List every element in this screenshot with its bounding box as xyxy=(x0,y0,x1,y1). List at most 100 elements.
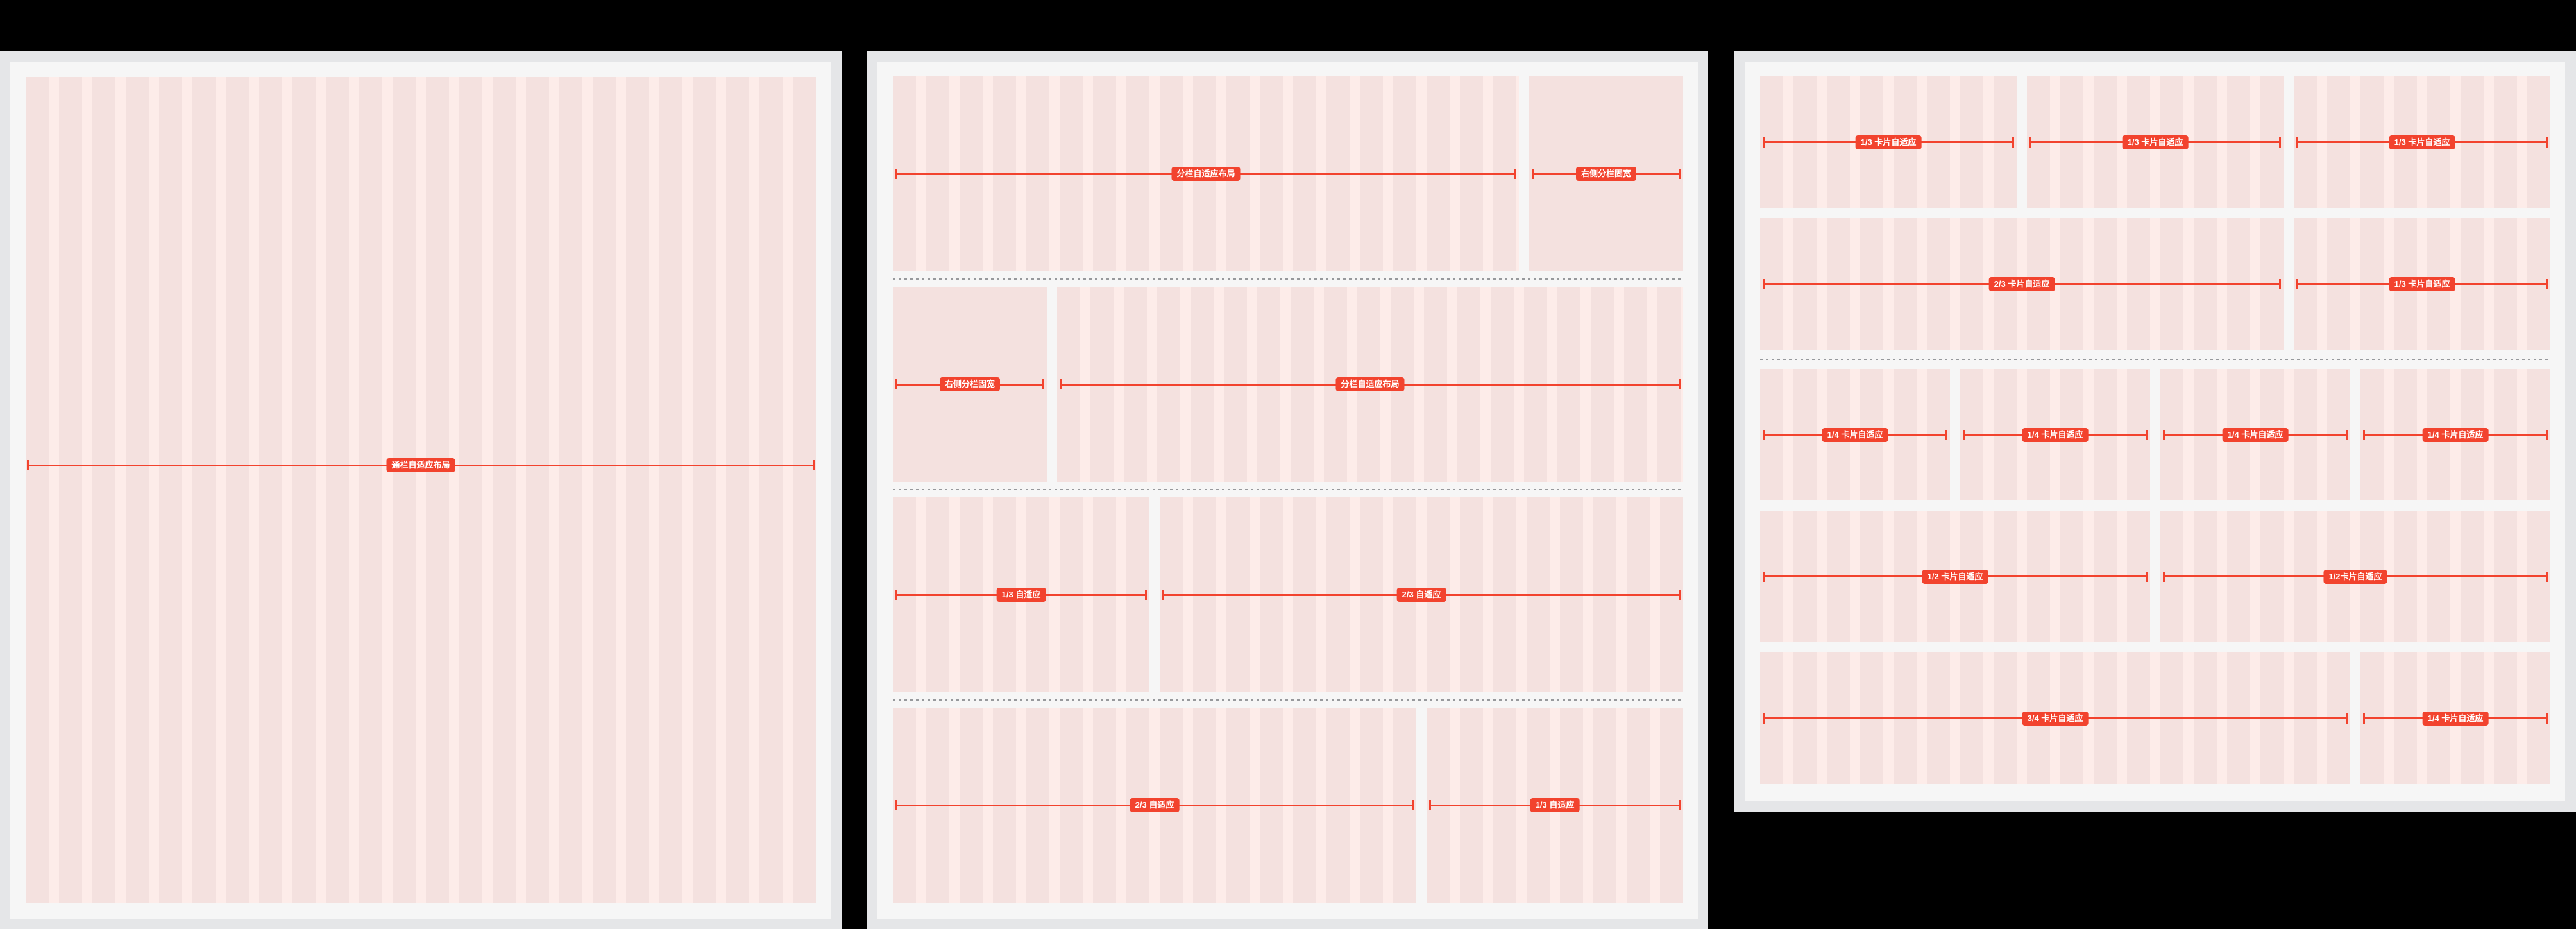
measure-tick-right-icon xyxy=(2546,713,2548,724)
measure-tick-right-icon xyxy=(2546,571,2548,582)
measure-tick-right-icon xyxy=(2546,429,2548,440)
measure-badge: 1/3 自适应 xyxy=(996,588,1046,602)
card-one-quarter: 1/4 卡片自适应 xyxy=(2360,369,2550,500)
measure-line: 1/3 卡片自适应 xyxy=(2029,135,2281,149)
measure-line: 2/3 自适应 xyxy=(1162,588,1681,602)
measure-line: 1/3 自适应 xyxy=(895,588,1147,602)
measure-badge: 1/3 卡片自适应 xyxy=(2122,135,2189,149)
grid-block-fullwidth: 通栏自适应布局 xyxy=(26,77,816,903)
measure-badge: 2/3 自适应 xyxy=(1130,798,1180,812)
measure-line: 1/2卡片自适应 xyxy=(2163,569,2548,584)
measure-line: 2/3 卡片自适应 xyxy=(1763,277,2281,291)
panel-split-inner: 分栏自适应布局 右侧分栏固宽 xyxy=(877,62,1698,919)
measure-badge: 1/4 卡片自适应 xyxy=(2422,711,2489,726)
panel-split-content: 分栏自适应布局 右侧分栏固宽 xyxy=(893,76,1683,903)
card-one-third: 1/3 卡片自适应 xyxy=(2294,218,2550,350)
measure-badge: 1/3 卡片自适应 xyxy=(2389,277,2455,291)
measure-tick-right-icon xyxy=(1679,800,1681,810)
split-row-3: 1/3 自适应 2/3 自适应 xyxy=(893,497,1683,692)
measure-badge: 2/3 卡片自适应 xyxy=(1988,277,2055,291)
card-row-3: 1/4 卡片自适应 1/4 卡片自适应 xyxy=(1760,369,2550,500)
card-one-half: 1/2 卡片自适应 xyxy=(1760,511,2150,642)
grid-block-one-third: 1/3 自适应 xyxy=(893,497,1149,692)
split-row-2: 右侧分栏固宽 分栏自适应布局 xyxy=(893,287,1683,482)
measure-badge: 右侧分栏固宽 xyxy=(1575,167,1637,181)
panel-fullwidth-inner: 通栏自适应布局 xyxy=(10,62,831,919)
card-three-quarters: 3/4 卡片自适应 xyxy=(1760,652,2350,784)
measure-badge: 右侧分栏固宽 xyxy=(939,377,1001,391)
measure-line: 1/3 自适应 xyxy=(1429,798,1681,812)
fixed-block: 右侧分栏固宽 xyxy=(893,287,1047,482)
grid-block-fluid: 分栏自适应布局 xyxy=(1057,287,1683,482)
measure-line: 1/4 卡片自适应 xyxy=(1763,427,1947,442)
card-one-quarter: 1/4 卡片自适应 xyxy=(1960,369,2150,500)
card-two-thirds: 2/3 卡片自适应 xyxy=(1760,218,2284,350)
measure-badge: 1/2 卡片自适应 xyxy=(1922,569,1988,584)
row-separator xyxy=(893,271,1683,287)
row-separator xyxy=(893,482,1683,497)
measure-badge: 3/4 卡片自适应 xyxy=(2022,711,2089,726)
measure-badge: 通栏自适应布局 xyxy=(386,458,455,472)
measure-line: 1/3 卡片自适应 xyxy=(2296,135,2548,149)
grid-block-two-thirds: 2/3 自适应 xyxy=(893,708,1416,903)
split-row-1: 分栏自适应布局 右侧分栏固宽 xyxy=(893,76,1683,271)
panel-card-layout: 1/3 卡片自适应 1/3 卡片自适应 xyxy=(1734,51,2576,812)
measure-tick-right-icon xyxy=(1145,590,1147,600)
measure-tick-right-icon xyxy=(2279,137,2281,148)
panel-card-content: 1/3 卡片自适应 1/3 卡片自适应 xyxy=(1760,76,2550,784)
row-separator xyxy=(893,692,1683,708)
measure-badge: 分栏自适应布局 xyxy=(1171,167,1241,181)
card-one-quarter: 1/4 卡片自适应 xyxy=(2160,369,2350,500)
row-gap xyxy=(1760,208,2550,218)
measure-tick-right-icon xyxy=(1679,379,1681,389)
measure-badge: 1/4 卡片自适应 xyxy=(2422,427,2489,442)
measure-tick-right-icon xyxy=(2546,278,2548,289)
measure-badge: 1/2卡片自适应 xyxy=(2323,569,2387,584)
card-one-quarter: 1/4 卡片自适应 xyxy=(2360,652,2550,784)
measure-badge: 1/4 卡片自适应 xyxy=(2022,427,2089,442)
card-row-5: 3/4 卡片自适应 1/4 卡片自适应 xyxy=(1760,652,2550,784)
measure-line: 1/4 卡片自适应 xyxy=(2363,427,2548,442)
measure-line: 分栏自适应布局 xyxy=(895,167,1516,181)
measure-tick-right-icon xyxy=(2012,137,2014,148)
measure-line: 1/4 卡片自适应 xyxy=(2163,427,2348,442)
measure-tick-right-icon xyxy=(1042,379,1044,389)
measure-line: 3/4 卡片自适应 xyxy=(1763,711,2348,726)
measure-line-fullwidth: 通栏自适应布局 xyxy=(27,458,815,472)
card-one-half: 1/2卡片自适应 xyxy=(2160,511,2550,642)
measure-badge: 1/3 卡片自适应 xyxy=(1855,135,1922,149)
measure-line: 1/4 卡片自适应 xyxy=(2363,711,2548,726)
row-separator xyxy=(1760,350,2550,369)
measure-line: 分栏自适应布局 xyxy=(1060,377,1681,391)
measure-tick-right-icon xyxy=(1514,169,1516,179)
measure-line: 1/2 卡片自适应 xyxy=(1763,569,2148,584)
dashed-separator-line xyxy=(1760,359,2550,360)
measure-tick-right-icon xyxy=(2546,137,2548,148)
grid-block-two-thirds: 2/3 自适应 xyxy=(1160,497,1683,692)
measure-line: 右侧分栏固宽 xyxy=(895,377,1044,391)
fixed-block: 右侧分栏固宽 xyxy=(1529,76,1683,271)
card-one-third: 1/3 卡片自适应 xyxy=(2294,76,2550,208)
measure-badge: 1/4 卡片自适应 xyxy=(2222,427,2289,442)
card-row-4: 1/2 卡片自适应 1/2卡片自适应 xyxy=(1760,511,2550,642)
measure-line: 2/3 自适应 xyxy=(895,798,1414,812)
measure-tick-right-icon xyxy=(1945,429,1947,440)
measure-tick-right-icon xyxy=(1679,590,1681,600)
panel-fullwidth-layout: 通栏自适应布局 xyxy=(0,51,842,929)
measure-badge: 1/3 卡片自适应 xyxy=(2389,135,2455,149)
panel-split-layout: 分栏自适应布局 右侧分栏固宽 xyxy=(867,51,1708,929)
measure-line: 右侧分栏固宽 xyxy=(1532,167,1681,181)
measure-tick-right-icon xyxy=(1412,800,1414,810)
measure-tick-right-icon xyxy=(2146,429,2148,440)
card-one-quarter: 1/4 卡片自适应 xyxy=(1760,369,1950,500)
measure-line: 1/3 卡片自适应 xyxy=(1763,135,2014,149)
measure-tick-right-icon xyxy=(2146,571,2148,582)
row-gap xyxy=(1760,500,2550,511)
measure-tick-right-icon xyxy=(2346,429,2348,440)
grid-block-one-third: 1/3 自适应 xyxy=(1427,708,1683,903)
measure-badge: 2/3 自适应 xyxy=(1396,588,1446,602)
measure-badge: 分栏自适应布局 xyxy=(1335,377,1405,391)
dashed-separator-line xyxy=(893,278,1683,280)
measure-badge: 1/4 卡片自适应 xyxy=(1822,427,1888,442)
